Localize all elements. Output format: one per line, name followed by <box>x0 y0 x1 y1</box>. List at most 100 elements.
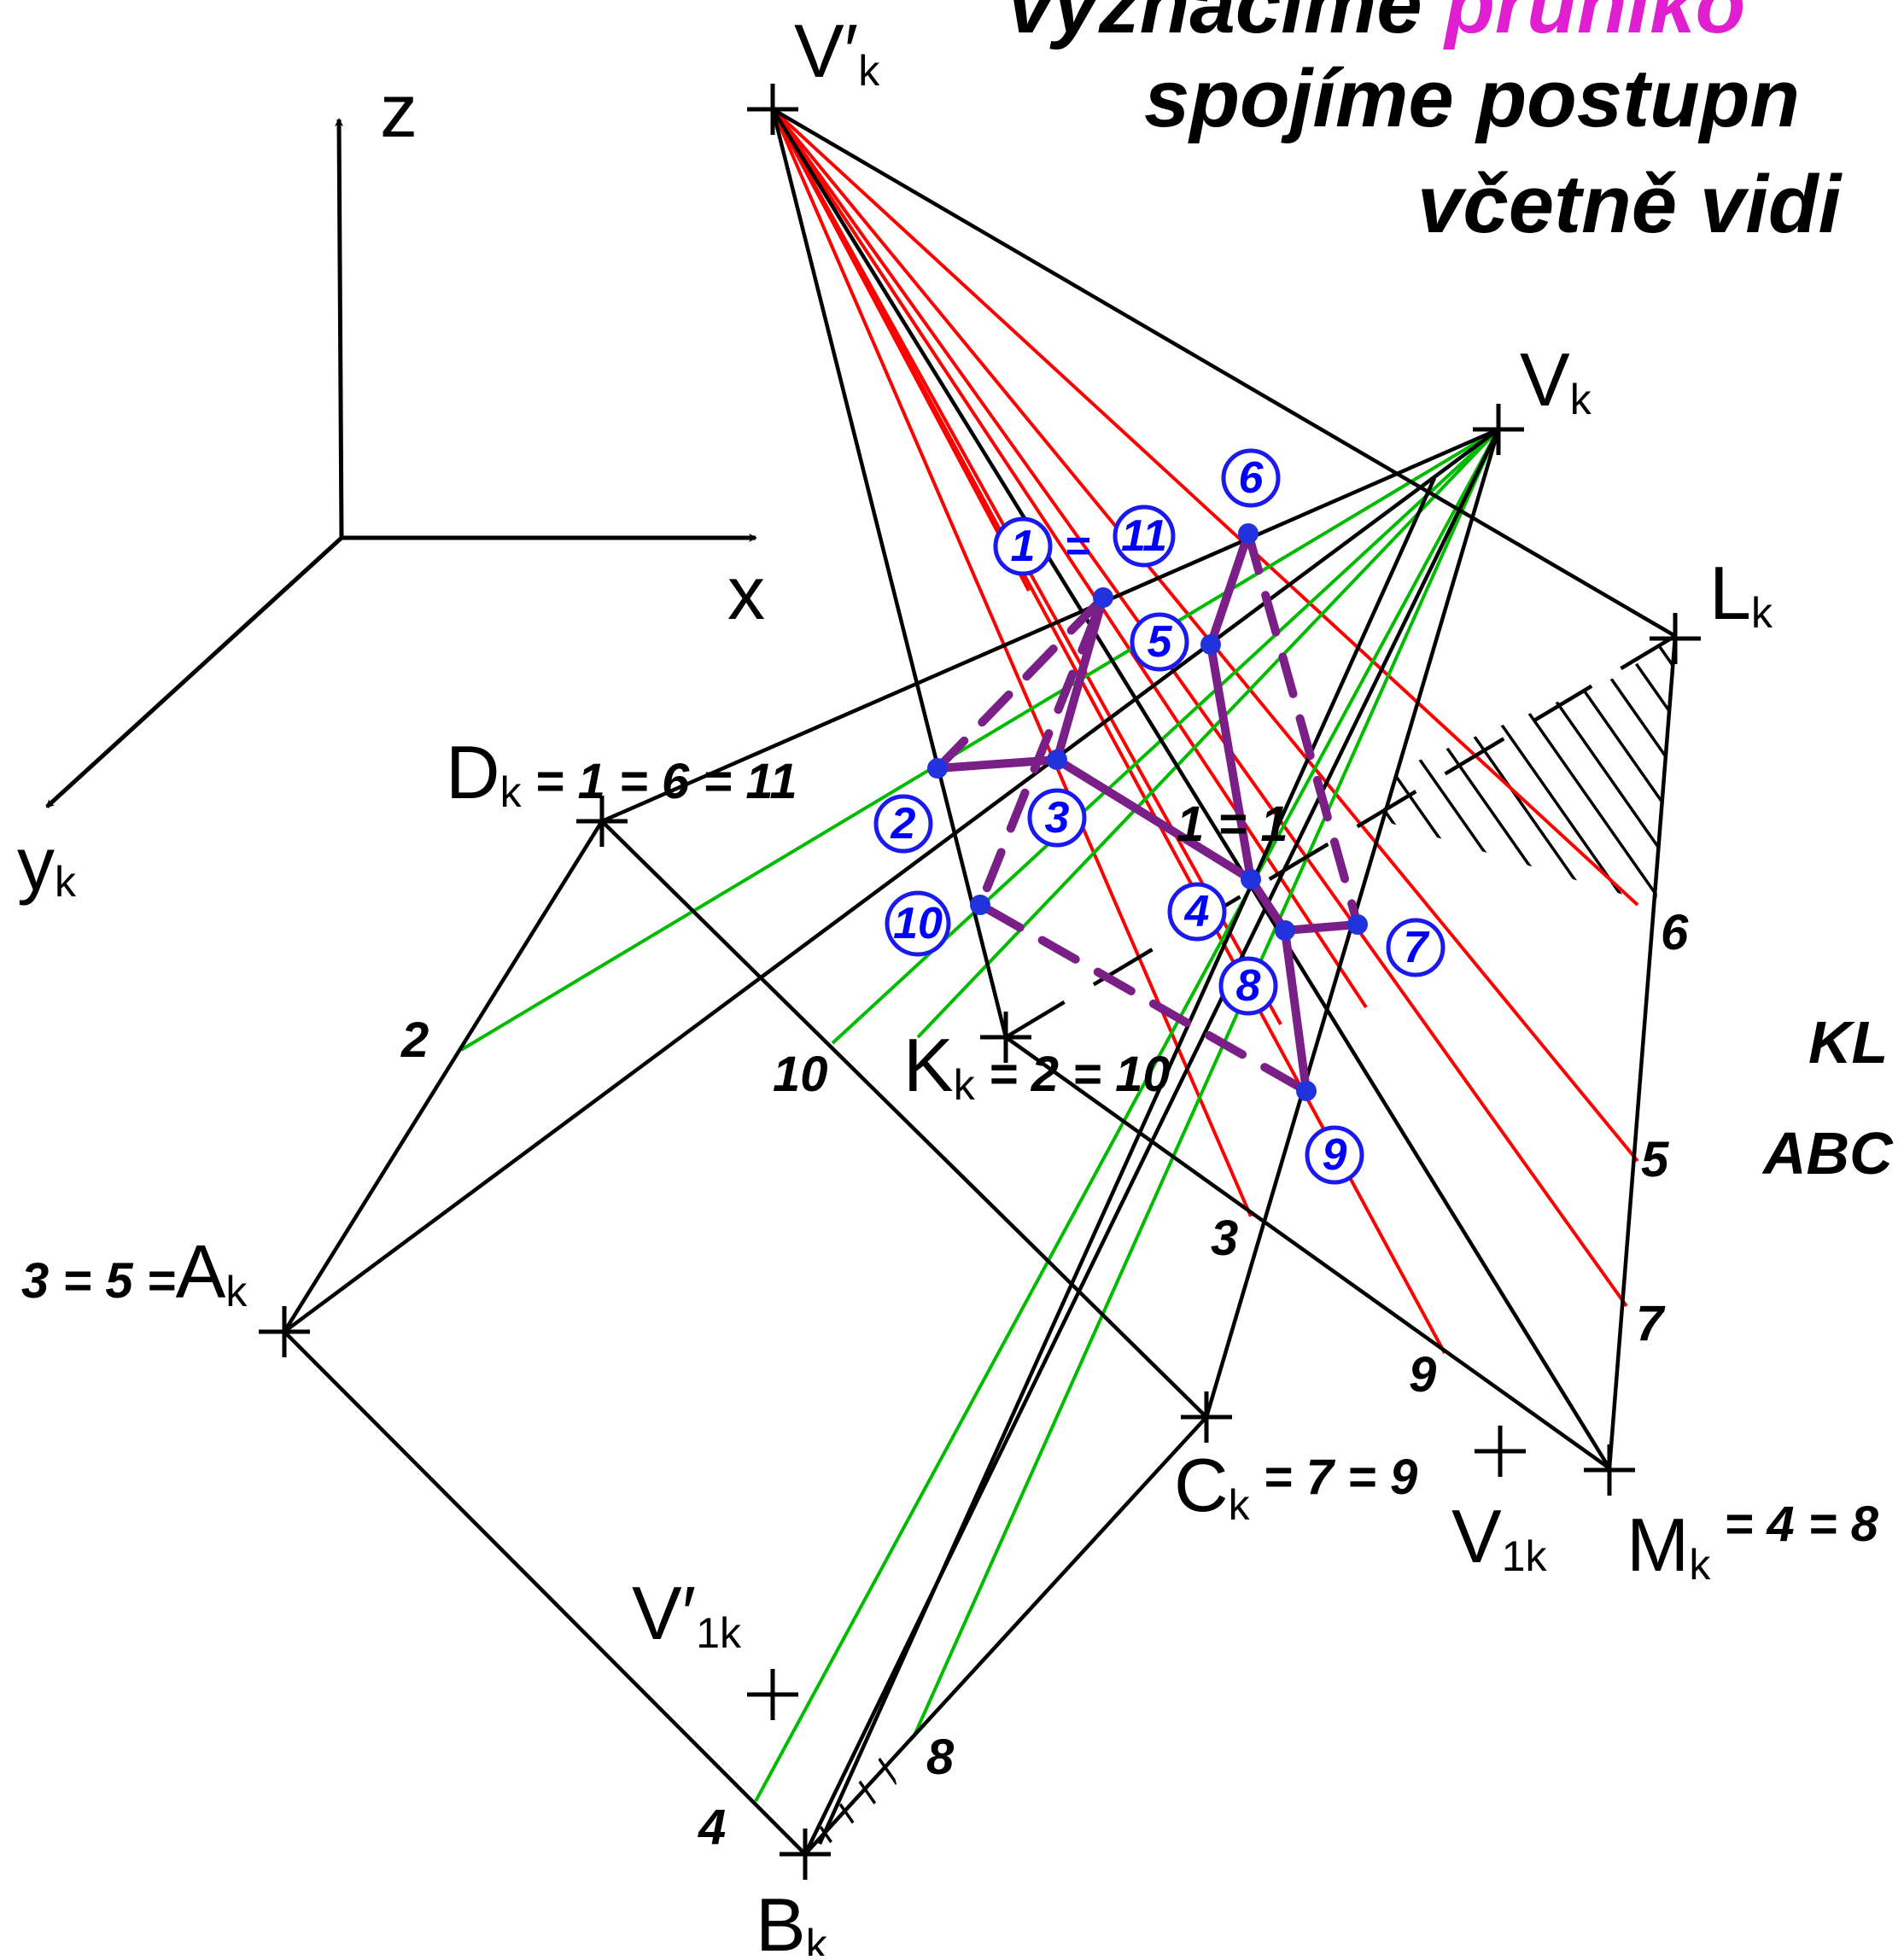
label-a-k: 3 = 5 =Ak <box>21 1229 248 1315</box>
label-m-k: Mk = 4 = 8 <box>1627 1496 1879 1589</box>
edge-b-c <box>803 1415 1208 1856</box>
cross-k <box>980 1012 1031 1063</box>
side-text-abc: ABC <box>1761 1120 1894 1187</box>
label-vprime-k: V′k <box>794 9 880 95</box>
cross-v1 <box>1475 1426 1526 1477</box>
edge-number-4: 4 <box>698 1800 726 1855</box>
edge-vprime-l <box>771 108 1677 638</box>
marker-4: 4 <box>1167 882 1227 942</box>
dot <box>970 895 990 915</box>
svg-text:4: 4 <box>1184 887 1210 936</box>
label-vprime1-k: V′1k <box>632 1571 742 1657</box>
label-b-k: Bk <box>756 1882 828 1956</box>
edge-number-10: 10 <box>773 1047 828 1102</box>
svg-text:2: 2 <box>891 799 916 849</box>
z-axis <box>335 118 344 539</box>
cross-m <box>1584 1444 1635 1496</box>
edge-v-d <box>601 427 1499 824</box>
intersection-solid <box>1281 926 1311 1095</box>
edge-numbers: 2 10 3 9 4 8 6 5 7 1 = 1 <box>400 796 1689 1855</box>
green-ray <box>916 428 1500 1039</box>
title-block: vyznačíme průniko spojíme postupn včetně… <box>1007 0 1843 250</box>
circled-markers: 1 = 11 6 5 2 3 10 4 8 7 9 <box>873 448 1446 1185</box>
svg-text:10: 10 <box>893 899 943 948</box>
intersection-dashed <box>933 594 1311 1095</box>
green-ray <box>459 428 1500 1052</box>
edge-d-c <box>600 820 1208 1419</box>
edge-number-1-1: 1 = 1 <box>1177 796 1288 852</box>
marker-6: 6 <box>1221 448 1281 508</box>
title-line-1: vyznačíme průniko <box>1007 0 1745 50</box>
marker-7: 7 <box>1386 918 1446 977</box>
dot <box>1347 914 1368 935</box>
svg-text:7: 7 <box>1404 923 1430 972</box>
label-c-k: Ck = 7 = 9 <box>1174 1443 1417 1529</box>
marker-equals: = <box>1065 522 1090 571</box>
cross-a <box>259 1306 310 1357</box>
dot <box>1093 587 1113 608</box>
cross-vprime1 <box>747 1669 798 1720</box>
dot <box>1241 869 1261 890</box>
dot <box>1275 920 1295 941</box>
edge-number-9: 9 <box>1409 1347 1436 1403</box>
svg-text:9: 9 <box>1323 1130 1347 1180</box>
edge-v-a <box>283 428 1500 1333</box>
cross-l <box>1650 613 1701 664</box>
marker-9: 9 <box>1305 1125 1364 1185</box>
marker-2: 2 <box>873 794 933 854</box>
marker-10: 10 <box>885 890 951 957</box>
marker-8: 8 <box>1218 956 1278 1016</box>
hatched-region-right <box>1379 636 1673 905</box>
marker-3: 3 <box>1027 788 1087 848</box>
intersection-solid <box>1053 529 1257 889</box>
z-axis-label: z <box>380 68 418 153</box>
red-ray <box>771 108 1628 1308</box>
dot <box>927 758 948 779</box>
svg-text:1: 1 <box>1011 522 1036 571</box>
cross-v <box>1473 404 1524 455</box>
edge-number-5: 5 <box>1641 1132 1669 1187</box>
red-ray <box>771 108 1639 907</box>
intersection-dots <box>927 523 1368 1101</box>
svg-text:6: 6 <box>1239 453 1264 503</box>
label-l-k: Lk <box>1709 551 1773 637</box>
y-axis-label: yk <box>17 821 77 906</box>
dot <box>1200 634 1221 655</box>
dot <box>1047 750 1067 770</box>
cross-b <box>780 1829 831 1880</box>
edge-number-7: 7 <box>1636 1296 1666 1351</box>
svg-text:11: 11 <box>1121 511 1167 561</box>
edge-number-8: 8 <box>926 1730 955 1785</box>
label-v-k: Vk <box>1520 337 1592 423</box>
edge-vprime-m <box>771 108 1611 1470</box>
edge-number-6: 6 <box>1661 905 1689 960</box>
edge-l-m <box>1607 635 1678 1469</box>
cross-vprime <box>747 84 798 135</box>
coordinate-axes <box>45 118 757 808</box>
svg-text:3: 3 <box>1045 793 1070 843</box>
cross-c <box>1181 1391 1232 1443</box>
y-axis <box>45 536 343 808</box>
label-k-k: Kk = 2 = 10 <box>903 1023 1171 1109</box>
edge-number-3: 3 <box>1211 1210 1238 1266</box>
edge-k-l-dashed <box>1004 634 1677 1039</box>
x-axis-label: x <box>727 551 765 635</box>
black-edges <box>283 108 1678 1856</box>
vertex-labels: V′k Vk Lk Dk = 1 = 6 = 11 Kk = 2 = 10 3 … <box>21 9 1879 1960</box>
side-text-kl: KL <box>1808 1009 1888 1076</box>
green-ray <box>754 429 1500 1802</box>
edge-a-d <box>283 820 604 1333</box>
dot <box>1238 523 1259 544</box>
marker-1: 1 <box>993 516 1053 576</box>
vertex-crosses <box>259 84 1701 1880</box>
marker-11: 11 <box>1113 505 1176 568</box>
label-v1-k: V1k <box>1451 1494 1548 1580</box>
dot <box>1296 1081 1317 1101</box>
svg-text:5: 5 <box>1148 617 1173 667</box>
edge-a-b <box>283 1330 807 1856</box>
edge-number-2: 2 <box>400 1012 429 1068</box>
red-ray <box>771 108 1639 1163</box>
title-line-3: včetně vidi <box>1417 159 1843 250</box>
